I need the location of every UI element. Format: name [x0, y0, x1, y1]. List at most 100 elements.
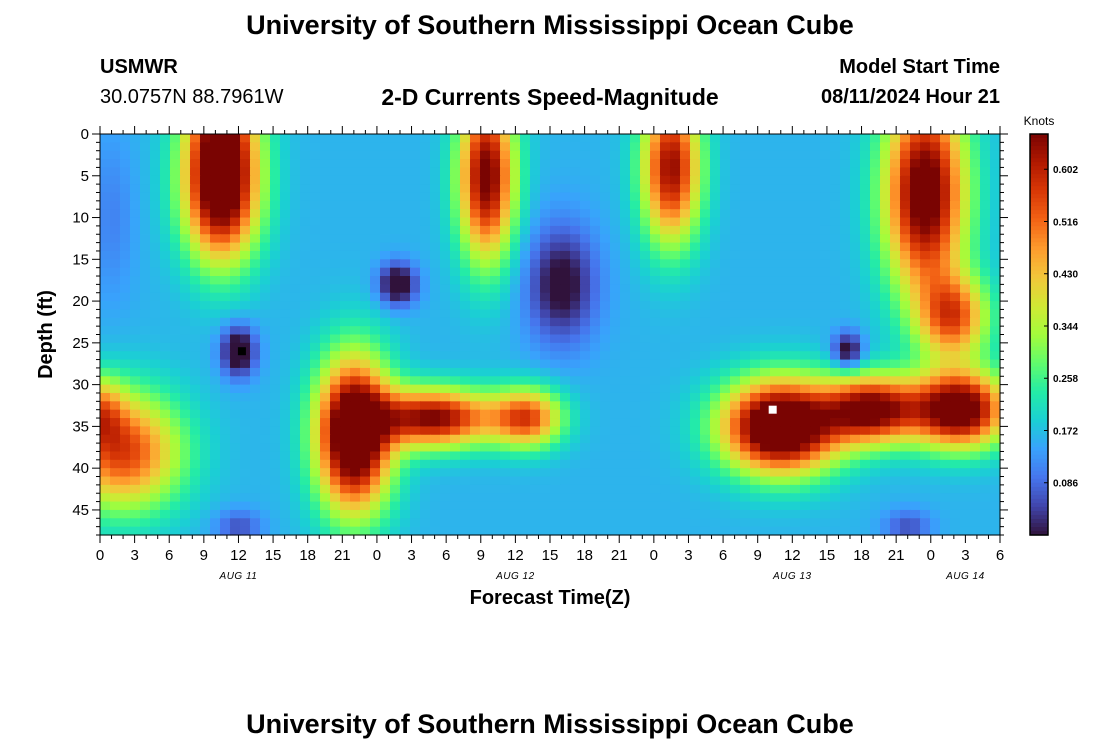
heatmap-cell: [580, 259, 591, 269]
heatmap-cell: [490, 175, 501, 185]
heatmap-cell: [190, 276, 201, 285]
heatmap-cell: [590, 451, 601, 461]
heatmap-cell: [660, 476, 671, 486]
heatmap-cell: [630, 342, 641, 352]
heatmap-cell: [760, 518, 771, 528]
heatmap-cell: [370, 484, 381, 494]
heatmap-cell: [290, 134, 301, 143]
heatmap-cell: [110, 334, 121, 344]
heatmap-cell: [560, 451, 571, 461]
heatmap-cell: [980, 351, 991, 361]
heatmap-cell: [510, 334, 521, 344]
heatmap-cell: [560, 509, 571, 519]
heatmap-cell: [310, 159, 321, 169]
heatmap-cell: [740, 493, 751, 503]
heatmap-cell: [630, 359, 641, 369]
heatmap-cell: [780, 301, 791, 311]
heatmap-cell: [770, 501, 781, 511]
heatmap-cell: [480, 367, 491, 377]
heatmap-cell: [100, 443, 111, 453]
heatmap-cell: [660, 259, 671, 269]
heatmap-cell: [790, 326, 801, 336]
heatmap-cell: [590, 434, 601, 444]
heatmap-cell: [160, 384, 171, 394]
heatmap-cell: [310, 367, 321, 377]
heatmap-cell: [850, 326, 861, 336]
heatmap-cell: [790, 134, 801, 143]
heatmap-cell: [590, 150, 601, 160]
heatmap-cell: [250, 443, 261, 453]
heatmap-cell: [320, 451, 331, 461]
heatmap-cell: [750, 418, 761, 427]
heatmap-cell: [820, 409, 831, 419]
heatmap-cell: [480, 159, 491, 169]
heatmap-cell: [390, 142, 401, 152]
heatmap-cell: [140, 409, 151, 419]
heatmap-cell: [710, 451, 721, 461]
heatmap-cell: [860, 317, 871, 327]
heatmap-cell: [150, 451, 161, 461]
heatmap-cell: [940, 392, 951, 402]
heatmap-cell: [310, 259, 321, 269]
heatmap-cell: [390, 334, 401, 344]
heatmap-cell: [980, 242, 991, 252]
heatmap-cell: [610, 334, 621, 344]
heatmap-cell: [600, 493, 611, 503]
y-tick-label: 40: [72, 460, 89, 477]
heatmap-cell: [780, 451, 791, 461]
heatmap-cell: [940, 384, 951, 394]
heatmap-cell: [100, 476, 111, 486]
heatmap-cell: [270, 518, 281, 528]
colorbar-segment: [1030, 242, 1048, 247]
heatmap-cell: [660, 150, 671, 160]
heatmap-cell: [230, 234, 241, 244]
heatmap-cell: [900, 334, 911, 344]
heatmap-cell: [410, 359, 421, 369]
heatmap-cell: [300, 401, 311, 411]
heatmap-cell: [770, 150, 781, 160]
heatmap-cell: [760, 200, 771, 210]
heatmap-cell: [260, 225, 271, 235]
heatmap-cell: [970, 317, 981, 327]
heatmap-cell: [380, 134, 391, 143]
heatmap-cell: [290, 392, 301, 402]
heatmap-cell: [130, 284, 141, 294]
heatmap-cell: [840, 526, 851, 536]
heatmap-cell: [130, 392, 141, 402]
heatmap-cell: [660, 518, 671, 528]
heatmap-cell: [260, 267, 271, 277]
heatmap-cell: [310, 359, 321, 369]
heatmap-cell: [220, 426, 231, 436]
heatmap-cell: [690, 200, 701, 210]
heatmap-cell: [690, 284, 701, 294]
heatmap-cell: [600, 192, 611, 202]
heatmap-cell: [870, 309, 881, 319]
heatmap-cell: [610, 309, 621, 319]
heatmap-cell: [240, 234, 251, 244]
heatmap-cell: [180, 459, 191, 469]
heatmap-cell: [630, 184, 641, 194]
heatmap-cell: [830, 443, 841, 453]
heatmap-cell: [390, 392, 401, 402]
heatmap-cell: [890, 484, 901, 494]
heatmap-cell: [110, 509, 121, 519]
heatmap-cell: [190, 175, 201, 185]
heatmap-cell: [870, 384, 881, 394]
heatmap-cell: [900, 384, 911, 394]
heatmap-cell: [800, 518, 811, 528]
heatmap-cell: [960, 409, 971, 419]
heatmap-cell: [210, 359, 221, 369]
heatmap-cell: [850, 501, 861, 511]
heatmap-cell: [330, 317, 341, 327]
heatmap-cell: [970, 159, 981, 169]
heatmap-cell: [950, 434, 961, 444]
heatmap-cell: [500, 142, 511, 152]
heatmap-cell: [450, 451, 461, 461]
heatmap-cell: [440, 192, 451, 202]
heatmap-cell: [320, 200, 331, 210]
heatmap-cell: [160, 242, 171, 252]
heatmap-cell: [680, 451, 691, 461]
heatmap-cell: [210, 200, 221, 210]
colorbar-segment: [1030, 138, 1048, 143]
heatmap-cell: [960, 301, 971, 311]
